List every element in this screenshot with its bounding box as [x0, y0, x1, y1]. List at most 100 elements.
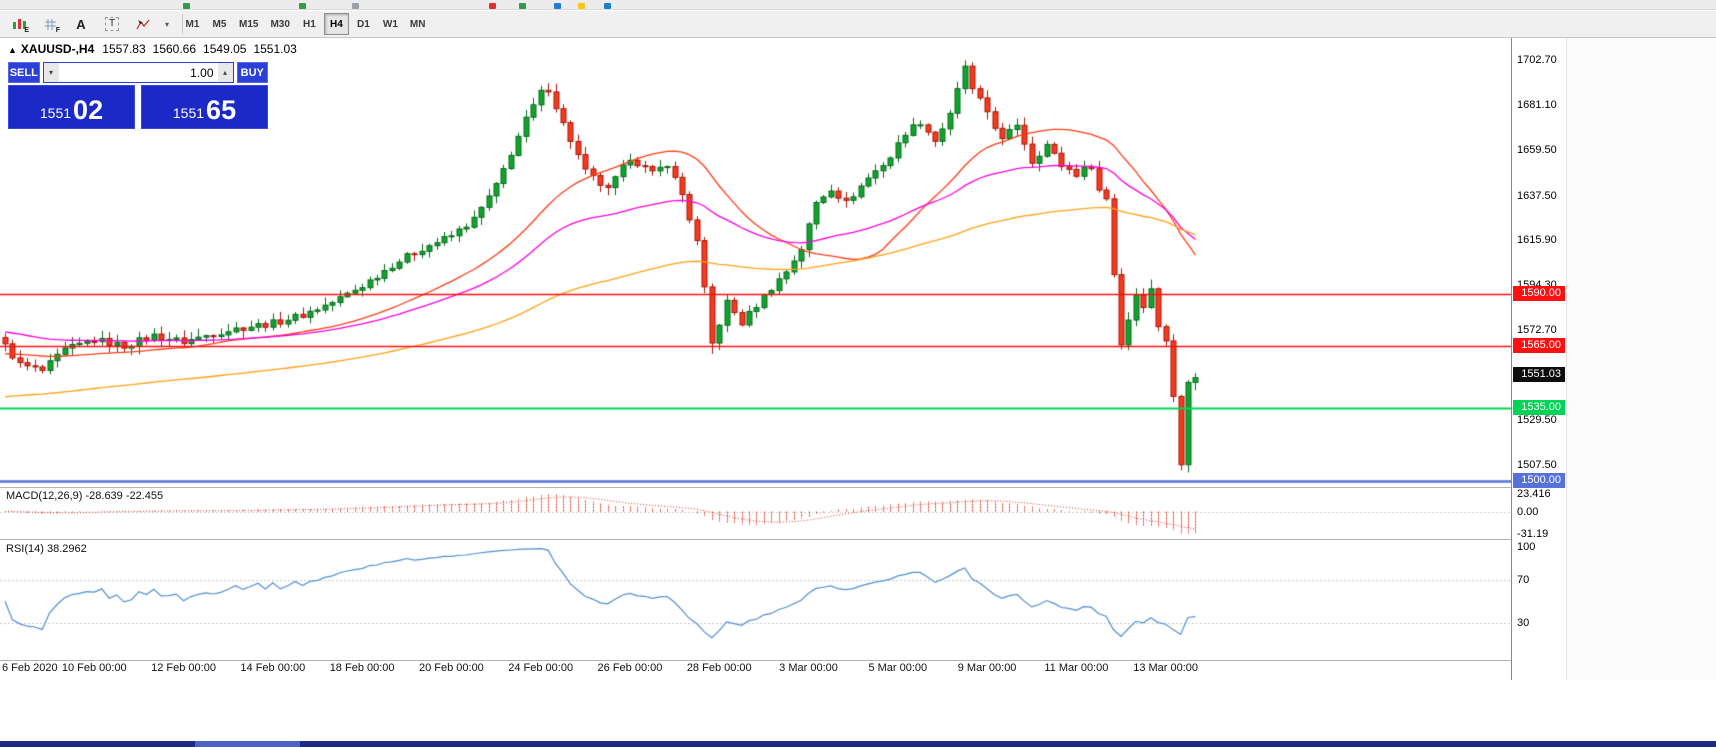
polyline-glyph: [135, 19, 149, 29]
timeframe-H1[interactable]: H1: [297, 13, 322, 35]
toolbar: E F A T ▾ M1 M5 M15 M30 H1: [0, 11, 1716, 38]
timeframe-M1[interactable]: M1: [180, 13, 205, 35]
volume-increase-icon[interactable]: ▴: [217, 63, 233, 82]
ohlc-low: 1549.05: [203, 42, 247, 56]
price-tick: 1529.50: [1517, 413, 1557, 426]
current-price-badge: 1551.03: [1513, 366, 1565, 382]
drawing-tools-dropdown-icon[interactable]: ▾: [161, 13, 173, 35]
buy-button[interactable]: BUY: [236, 62, 268, 83]
sell-button[interactable]: SELL: [8, 62, 40, 83]
collapse-arrow-icon[interactable]: ▲: [8, 45, 17, 55]
time-label: 6 Feb 2020: [2, 662, 58, 674]
macd-title: MACD(12,26,9): [6, 490, 83, 502]
macd-label: MACD(12,26,9) -28.639 -22.455: [6, 490, 163, 502]
ask-price-display[interactable]: 1551 65: [141, 85, 268, 129]
panel-divider[interactable]: [0, 660, 1566, 661]
rsi-panel-canvas[interactable]: [0, 541, 1511, 659]
macd-tick: -31.19: [1517, 528, 1549, 541]
time-label: 24 Feb 00:00: [508, 662, 574, 674]
time-label: 18 Feb 00:00: [329, 662, 395, 674]
ohlc-open: 1557.83: [102, 42, 146, 56]
level-badge-1565.00: 1565.00: [1513, 337, 1565, 353]
time-label: 12 Feb 00:00: [151, 662, 216, 674]
toolbar-separator: [182, 14, 183, 34]
ask-main-digits: 1551: [172, 105, 205, 121]
expert-chart-icon[interactable]: E: [6, 13, 32, 35]
symbol-label: XAUUSD-,H4: [20, 42, 95, 56]
time-label: 28 Feb 00:00: [686, 662, 752, 674]
chart-window: ▲ XAUUSD-,H4 1557.83 1560.66 1549.05 1551.03 …: [0, 38, 1566, 680]
ohlc-high: 1560.66: [152, 42, 197, 56]
panel-divider[interactable]: [0, 539, 1566, 540]
clipped-icon-fragment: [519, 3, 526, 9]
clipped-icon-fragment: [578, 3, 585, 9]
rsi-tick: 100: [1517, 541, 1536, 553]
ohlc-close: 1551.03: [253, 42, 297, 56]
price-tick: 1702.70: [1517, 54, 1557, 67]
timeframe-H4[interactable]: H4: [323, 13, 349, 35]
time-label: 9 Mar 00:00: [957, 662, 1017, 674]
timeframe-D1[interactable]: D1: [351, 13, 376, 35]
volume-dropdown-icon[interactable]: ▾: [43, 63, 59, 82]
time-label: 14 Feb 00:00: [240, 662, 306, 674]
time-label: 10 Feb 00:00: [61, 662, 127, 674]
price-axis[interactable]: 1702.701681.101659.501637.501615.901594.…: [1511, 38, 1566, 680]
timeframe-M15[interactable]: M15: [234, 13, 263, 35]
letter-t-glyph: T: [104, 17, 120, 31]
price-tick: 1659.50: [1517, 143, 1557, 156]
price-tick: 1507.50: [1517, 459, 1557, 472]
clipped-icon-fragment: [352, 3, 359, 9]
time-label: 20 Feb 00:00: [418, 662, 484, 674]
timeframe-M5[interactable]: M5: [207, 13, 232, 35]
rsi-label: RSI(14) 38.2962: [6, 543, 87, 555]
tool-subscript: F: [55, 27, 60, 34]
taskbar-edge-highlight: [195, 741, 300, 747]
chart-tools-group: E F A T ▾: [6, 13, 187, 35]
clipped-icon-fragment: [554, 3, 561, 9]
panel-divider[interactable]: [0, 487, 1566, 488]
price-tick: 1572.70: [1517, 323, 1557, 336]
timeframe-MN[interactable]: MN: [405, 13, 431, 35]
bid-main-digits: 1551: [39, 105, 72, 121]
rsi-tick: 70: [1517, 573, 1530, 586]
timeframe-W1[interactable]: W1: [378, 13, 403, 35]
bid-pip-digits: 02: [73, 95, 104, 125]
toolbar-clipped-row: [0, 0, 1716, 10]
time-label: 11 Mar 00:00: [1044, 662, 1109, 674]
macd-panel-canvas[interactable]: [0, 488, 1511, 538]
one-click-trading-panel: SELL ▾ ▴ BUY 1551 02 1551 65: [8, 62, 268, 129]
clipped-icon-fragment: [604, 3, 611, 9]
price-tick: 1681.10: [1517, 99, 1557, 112]
volume-input[interactable]: [58, 63, 218, 82]
text-annotation-icon[interactable]: A: [68, 13, 94, 35]
workspace-background: [1566, 38, 1716, 680]
time-label: 3 Mar 00:00: [779, 662, 838, 674]
price-tick: 1615.90: [1517, 234, 1557, 247]
trade-controls-row: SELL ▾ ▴ BUY: [8, 62, 268, 83]
time-label: 26 Feb 00:00: [597, 662, 663, 674]
grid-glyph: [44, 18, 56, 30]
volume-control: ▾ ▴: [42, 62, 234, 83]
level-badge-1500.00: 1500.00: [1513, 472, 1565, 488]
time-label: 5 Mar 00:00: [868, 662, 928, 674]
mini-candles-glyph: [12, 18, 26, 29]
timeframe-M30[interactable]: M30: [265, 13, 294, 35]
rsi-value: 38.2962: [46, 543, 87, 555]
time-label: 13 Mar 00:00: [1133, 662, 1199, 674]
macd-tick: 0.00: [1517, 505, 1539, 518]
chart-header: ▲ XAUUSD-,H4 1557.83 1560.66 1549.05 1551.03: [8, 42, 304, 56]
trade-prices-row: 1551 02 1551 65: [8, 85, 268, 129]
clipped-icon-fragment: [299, 3, 306, 9]
rsi-tick: 30: [1517, 617, 1530, 629]
macd-tick: 23.416: [1517, 488, 1551, 501]
level-badge-1590.00: 1590.00: [1513, 286, 1565, 302]
level-badge-1535.00: 1535.00: [1513, 400, 1565, 416]
tool-subscript: E: [24, 27, 29, 34]
clipped-icon-fragment: [183, 3, 190, 9]
drawing-tools-icon[interactable]: [130, 13, 156, 35]
textbox-icon[interactable]: T: [99, 13, 125, 35]
grid-icon[interactable]: F: [37, 13, 63, 35]
clipped-icon-fragment: [489, 3, 496, 9]
bid-price-display[interactable]: 1551 02: [8, 85, 135, 129]
